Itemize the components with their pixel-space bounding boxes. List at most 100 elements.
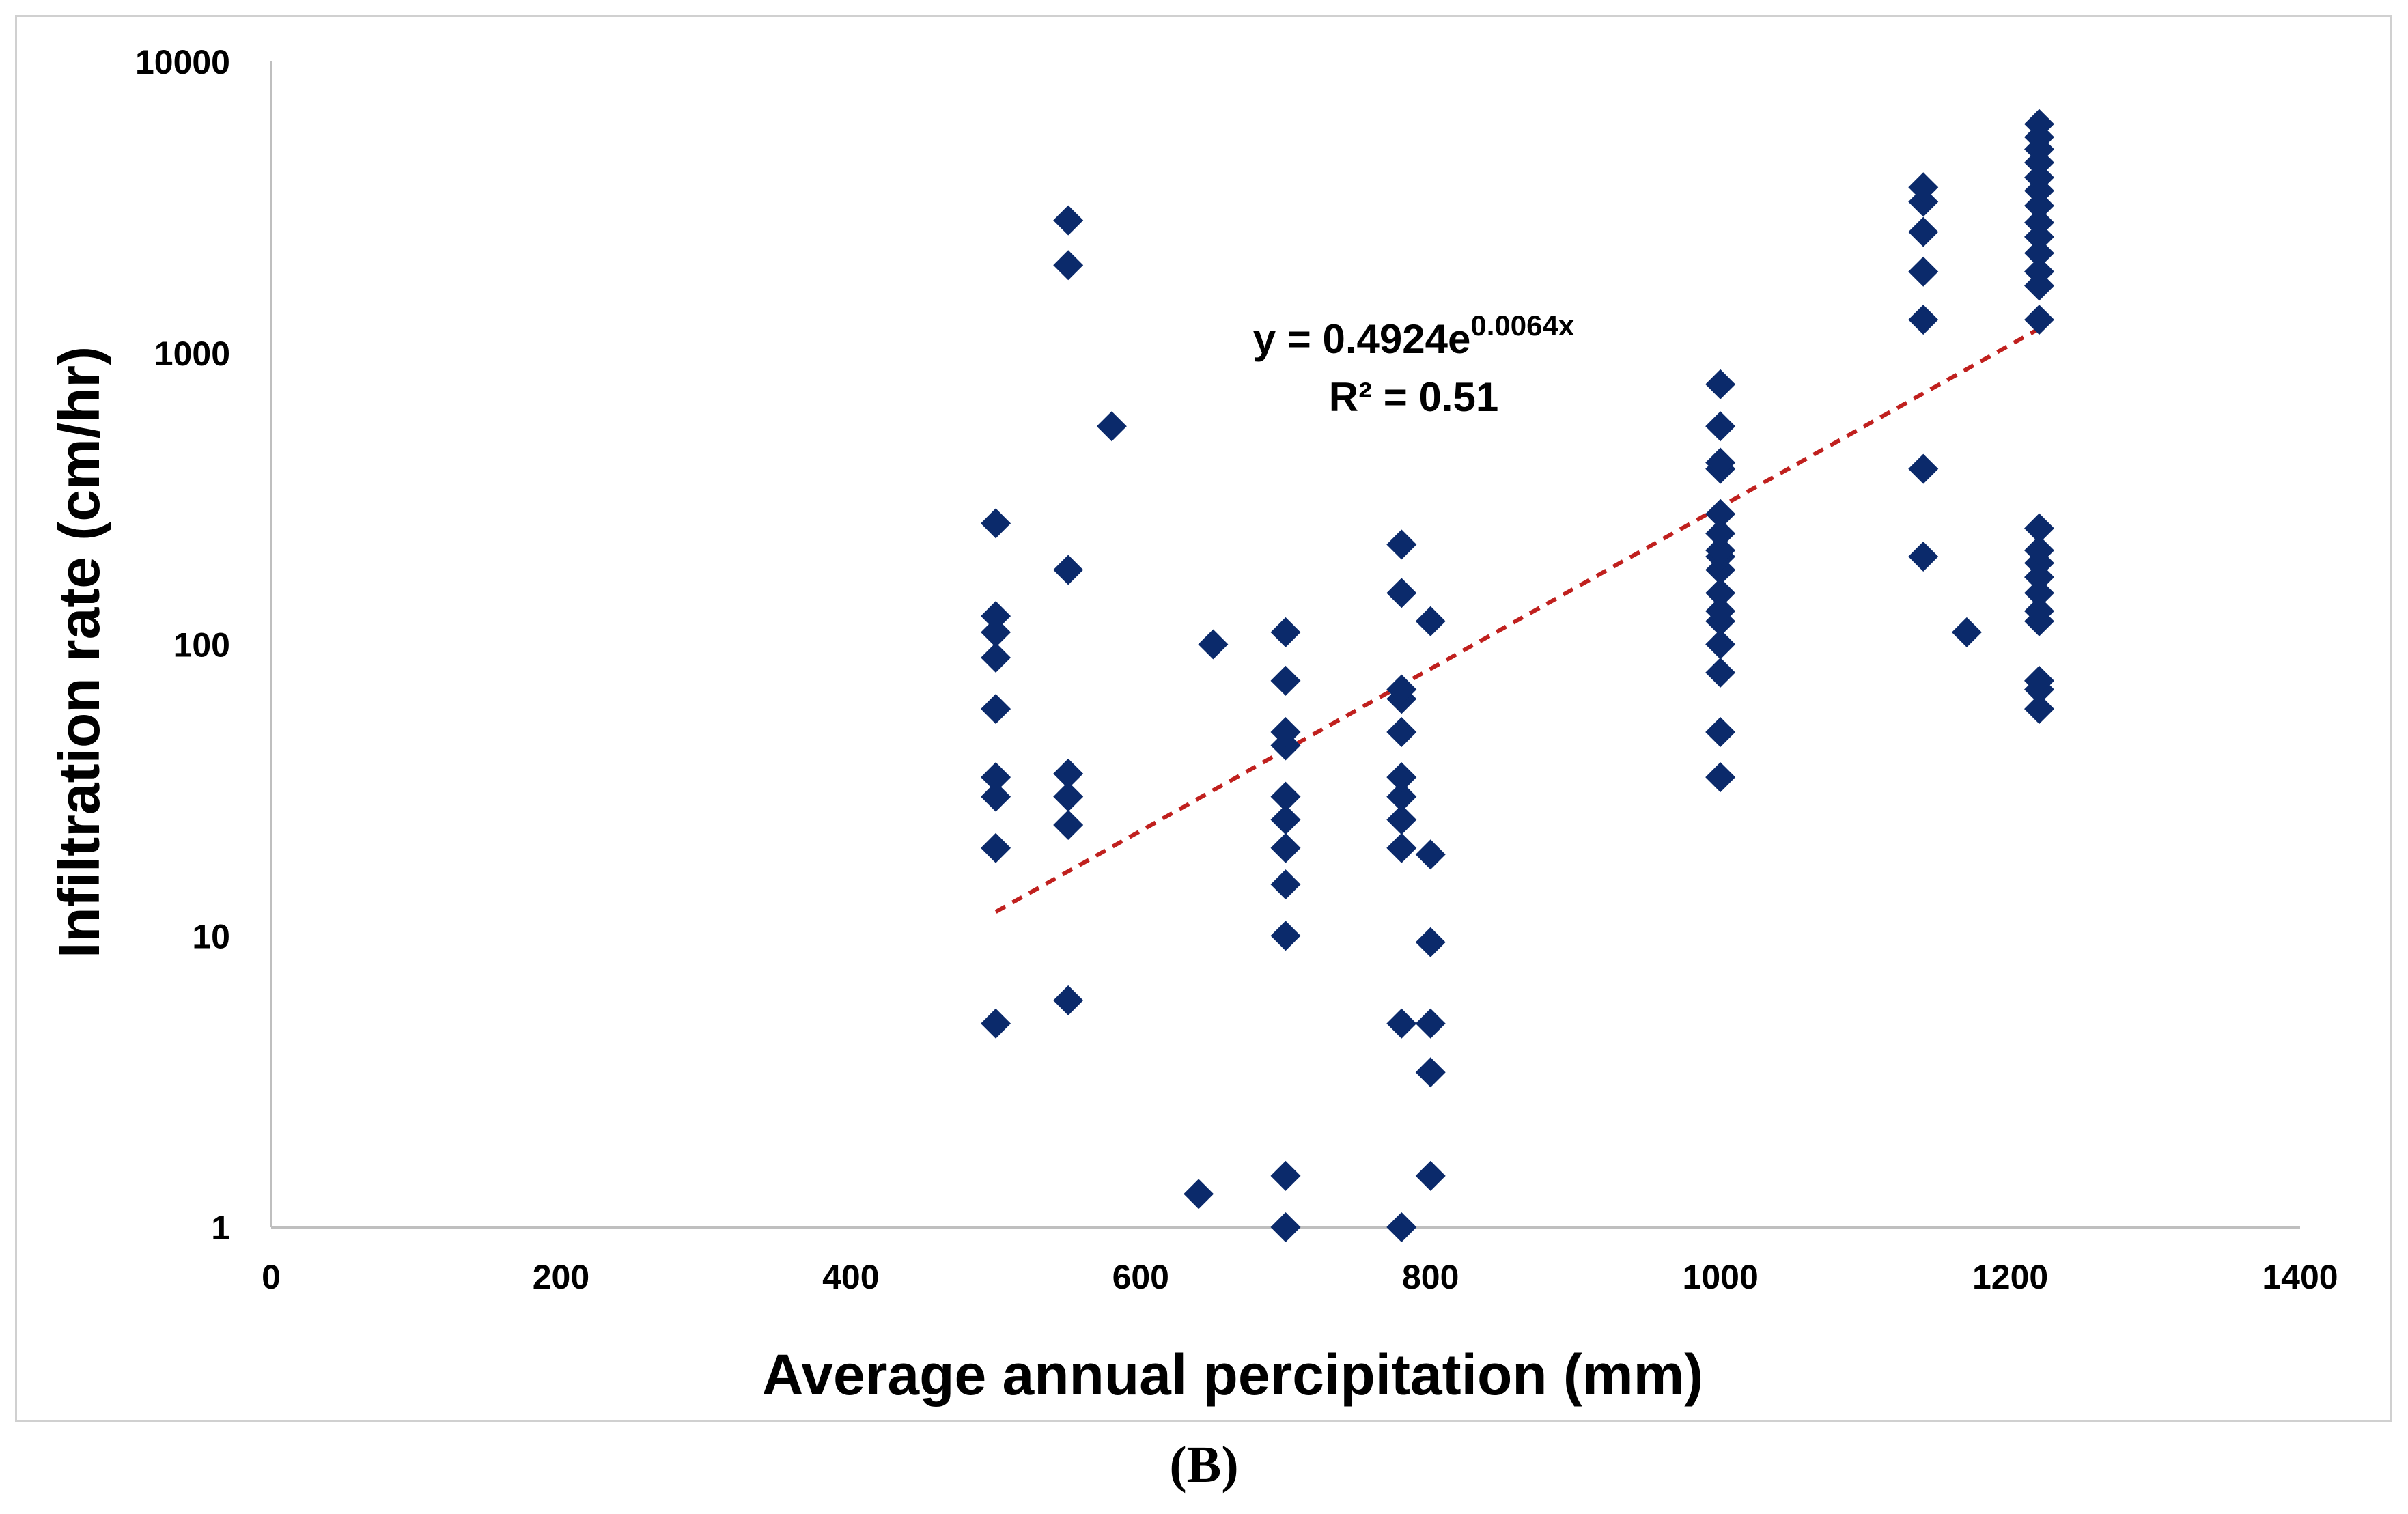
data-point bbox=[981, 601, 1011, 632]
data-point bbox=[981, 643, 1011, 673]
x-axis-title: Average annual percipitation (mm) bbox=[762, 1343, 1704, 1407]
data-point bbox=[1705, 629, 1736, 660]
data-point bbox=[1386, 578, 1417, 608]
data-point bbox=[1415, 1008, 1446, 1039]
data-point bbox=[1198, 629, 1229, 660]
data-point bbox=[1096, 411, 1127, 442]
data-point bbox=[1705, 716, 1736, 747]
data-point bbox=[1908, 216, 1939, 247]
equation-exponent: 0.0064x bbox=[1470, 309, 1574, 341]
data-point bbox=[1705, 499, 1736, 529]
data-point bbox=[1908, 453, 1939, 484]
data-point bbox=[1270, 921, 1301, 951]
data-point bbox=[1053, 758, 1084, 789]
data-point bbox=[1053, 555, 1084, 585]
data-point bbox=[2024, 665, 2055, 696]
data-point bbox=[1415, 606, 1446, 636]
data-point bbox=[981, 781, 1011, 812]
chart-frame bbox=[15, 15, 2392, 1422]
x-tick-label: 1400 bbox=[2262, 1258, 2338, 1296]
y-tick-label: 100 bbox=[173, 626, 230, 664]
data-point bbox=[1386, 832, 1417, 863]
data-point bbox=[1386, 1212, 1417, 1242]
x-tick-labels: 0 200 400 600 800 1000 1200 1400 bbox=[262, 1258, 2338, 1296]
data-point bbox=[1908, 542, 1939, 572]
data-point bbox=[981, 832, 1011, 863]
data-point bbox=[2024, 694, 2055, 725]
data-point bbox=[1270, 617, 1301, 647]
trendline-equation: y = 0.4924e0.0064x bbox=[1253, 309, 1575, 362]
y-tick-label: 10 bbox=[192, 917, 230, 955]
data-point bbox=[2024, 238, 2055, 268]
data-point bbox=[1705, 578, 1736, 608]
y-tick-label: 1000 bbox=[154, 335, 230, 373]
data-point bbox=[1705, 535, 1736, 565]
data-point bbox=[1705, 762, 1736, 793]
data-point bbox=[1705, 595, 1736, 626]
x-tick-label: 200 bbox=[533, 1258, 589, 1296]
data-point bbox=[1386, 674, 1417, 705]
data-point bbox=[1415, 1160, 1446, 1191]
data-point bbox=[1270, 665, 1301, 696]
data-point bbox=[1386, 781, 1417, 812]
data-point bbox=[1705, 657, 1736, 688]
data-point bbox=[1270, 869, 1301, 900]
data-point bbox=[981, 1008, 1011, 1039]
x-tick-label: 600 bbox=[1112, 1258, 1169, 1296]
x-tick-label: 1200 bbox=[1972, 1258, 2048, 1296]
data-point bbox=[1908, 172, 1939, 203]
data-point bbox=[1415, 839, 1446, 870]
data-point bbox=[1053, 205, 1084, 236]
data-point bbox=[1386, 762, 1417, 793]
data-point bbox=[1705, 447, 1736, 478]
y-axis-title: Infiltration rate (cm/hr) bbox=[47, 346, 111, 958]
data-point bbox=[1908, 305, 1939, 335]
data-point bbox=[1386, 716, 1417, 747]
data-point bbox=[1705, 518, 1736, 549]
data-point bbox=[2024, 109, 2055, 139]
data-point bbox=[1908, 256, 1939, 287]
data-point bbox=[1951, 617, 1982, 647]
data-point bbox=[2024, 207, 2055, 238]
data-point bbox=[1705, 411, 1736, 442]
data-point bbox=[2024, 535, 2055, 565]
trendline bbox=[994, 326, 2041, 914]
data-point bbox=[1053, 809, 1084, 840]
data-point bbox=[1415, 1057, 1446, 1088]
panel-label: (B) bbox=[1169, 1436, 1239, 1494]
data-point bbox=[1053, 781, 1084, 812]
y-tick-labels: 1 10 100 1000 10000 bbox=[135, 43, 230, 1247]
y-tick-label: 1 bbox=[211, 1209, 230, 1247]
x-tick-label: 1000 bbox=[1683, 1258, 1759, 1296]
data-point bbox=[1270, 1212, 1301, 1242]
data-point bbox=[981, 617, 1011, 647]
data-point bbox=[1270, 1160, 1301, 1191]
data-point bbox=[1705, 369, 1736, 399]
data-point bbox=[981, 762, 1011, 793]
data-point bbox=[2024, 578, 2055, 608]
data-point bbox=[2024, 595, 2055, 626]
x-tick-label: 0 bbox=[262, 1258, 281, 1296]
data-point bbox=[2024, 513, 2055, 544]
data-point bbox=[1053, 250, 1084, 281]
data-point bbox=[1415, 927, 1446, 957]
data-point bbox=[1386, 529, 1417, 560]
data-point bbox=[981, 694, 1011, 725]
data-point bbox=[1270, 716, 1301, 747]
data-point bbox=[1270, 804, 1301, 835]
r-squared-label: R² = 0.51 bbox=[1329, 374, 1498, 420]
x-tick-label: 800 bbox=[1402, 1258, 1459, 1296]
data-point bbox=[2024, 256, 2055, 287]
equation-base: y = 0.4924e bbox=[1253, 316, 1471, 362]
data-points bbox=[981, 109, 2055, 1242]
data-point bbox=[1386, 1008, 1417, 1039]
data-point bbox=[981, 508, 1011, 539]
x-tick-label: 400 bbox=[822, 1258, 879, 1296]
y-tick-label: 10000 bbox=[135, 43, 230, 81]
data-point bbox=[2024, 305, 2055, 335]
data-point bbox=[1270, 832, 1301, 863]
data-point bbox=[1386, 804, 1417, 835]
data-point bbox=[1053, 985, 1084, 1015]
data-point bbox=[1184, 1179, 1214, 1209]
